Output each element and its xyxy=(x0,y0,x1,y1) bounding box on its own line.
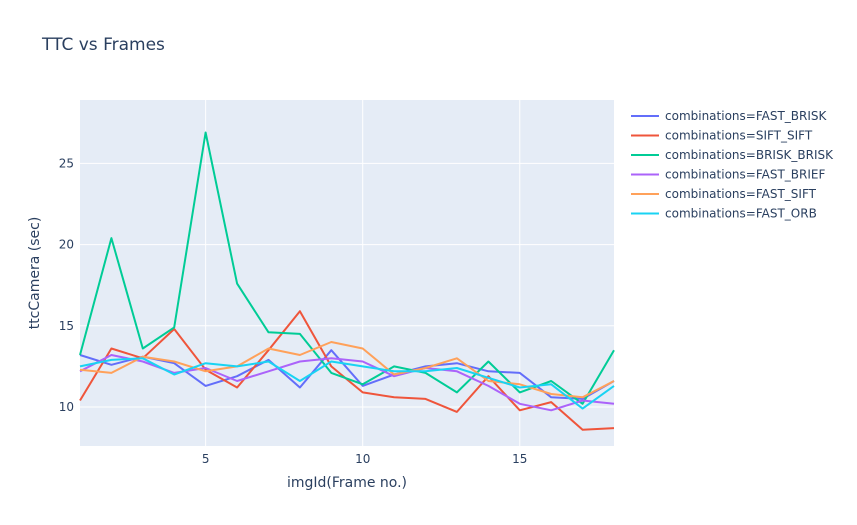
y-tick-label: 25 xyxy=(59,156,74,170)
plot-area xyxy=(80,100,614,446)
x-tick-label: 10 xyxy=(355,452,370,466)
legend-label: combinations=SIFT_SIFT xyxy=(665,129,813,143)
legend-label: combinations=FAST_BRISK xyxy=(665,109,828,123)
series-line-fast-orb xyxy=(79,357,615,410)
tick-labels: 5 10 15 10 15 20 25 xyxy=(59,156,528,466)
y-tick-label: 20 xyxy=(59,238,74,252)
legend-item-fast-orb[interactable]: combinations=FAST_ORB xyxy=(631,207,817,221)
x-tick-label: 5 xyxy=(202,452,210,466)
legend: combinations=FAST_BRISK combinations=SIFT… xyxy=(631,109,834,221)
y-tick-label: 10 xyxy=(59,400,74,414)
series-line-fast-brisk xyxy=(79,349,615,400)
series-line-fast-sift xyxy=(79,341,615,399)
legend-item-brisk-brisk[interactable]: combinations=BRISK_BRISK xyxy=(631,148,834,162)
legend-item-fast-brisk[interactable]: combinations=FAST_BRISK xyxy=(631,109,828,123)
legend-label: combinations=FAST_ORB xyxy=(665,207,817,221)
legend-label: combinations=FAST_BRIEF xyxy=(665,168,825,182)
series-lines xyxy=(79,131,615,431)
y-tick-label: 15 xyxy=(59,319,74,333)
legend-item-sift-sift[interactable]: combinations=SIFT_SIFT xyxy=(631,129,813,143)
legend-label: combinations=BRISK_BRISK xyxy=(665,148,834,162)
x-axis-title: imgId(Frame no.) xyxy=(287,475,407,491)
grid-lines xyxy=(80,100,614,446)
legend-item-fast-brief[interactable]: combinations=FAST_BRIEF xyxy=(631,168,825,182)
x-tick-label: 15 xyxy=(512,452,527,466)
chart-title: TTC vs Frames xyxy=(41,35,165,55)
legend-item-fast-sift[interactable]: combinations=FAST_SIFT xyxy=(631,187,817,201)
y-axis-title: ttcCamera (sec) xyxy=(27,217,43,330)
legend-label: combinations=FAST_SIFT xyxy=(665,187,817,201)
series-line-brisk-brisk xyxy=(79,131,615,405)
